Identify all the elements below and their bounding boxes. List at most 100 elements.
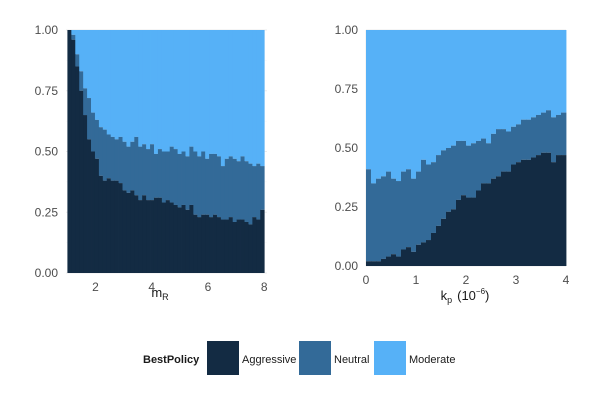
bar-moderate <box>436 30 442 156</box>
bar-moderate <box>87 30 92 99</box>
bar-neutral <box>216 156 222 218</box>
bar-neutral <box>197 156 202 218</box>
panel-left: 0.00 0.25 0.50 0.75 1.00 2 4 6 8 mR <box>35 23 268 302</box>
bar-neutral <box>541 112 547 153</box>
bar-neutral <box>220 166 226 220</box>
bar-aggressive <box>213 214 218 273</box>
bar-neutral <box>561 112 567 156</box>
bar-neutral <box>446 148 452 212</box>
bar-aggressive <box>146 200 151 273</box>
bar-moderate <box>381 30 387 177</box>
bar-neutral <box>556 114 562 156</box>
bar-moderate <box>236 30 241 162</box>
x-tick-label: 2 <box>92 280 99 294</box>
bar-moderate <box>476 30 482 141</box>
bar-neutral <box>134 136 139 196</box>
bar-neutral <box>75 54 80 67</box>
bar-moderate <box>471 30 477 144</box>
bar-aggressive <box>491 178 497 266</box>
bar-moderate <box>224 30 230 159</box>
bar-neutral <box>138 146 143 201</box>
bar-aggressive <box>391 254 397 266</box>
bar-aggressive <box>556 155 562 266</box>
bar-neutral <box>106 134 112 179</box>
bar-aggressive <box>165 200 171 273</box>
bar-moderate <box>102 30 108 130</box>
bar-neutral <box>546 110 552 153</box>
bar-moderate <box>98 30 104 128</box>
bar-moderate <box>401 30 407 172</box>
bar-aggressive <box>471 197 477 266</box>
x-tick-label: 4 <box>563 273 570 287</box>
bar-neutral <box>551 117 557 163</box>
panel-left-y-ticks: 0.00 0.25 0.50 0.75 1.00 <box>35 23 59 280</box>
y-tick-label: 0.00 <box>335 259 359 273</box>
bar-moderate <box>496 30 502 130</box>
bar-moderate <box>248 30 253 164</box>
bar-moderate <box>83 30 88 89</box>
bar-neutral <box>232 158 238 222</box>
panel-left-x-axis-title: mR <box>151 285 169 302</box>
bar-moderate <box>177 30 182 154</box>
bar-neutral <box>87 98 92 140</box>
bar-aggressive <box>157 197 163 273</box>
x-axis-title-sub: p <box>447 295 452 305</box>
bar-aggressive <box>102 180 108 273</box>
bar-moderate <box>193 30 198 152</box>
x-tick-label: 2 <box>463 273 470 287</box>
bar-neutral <box>466 145 472 198</box>
legend-key-moderate <box>374 341 406 375</box>
bar-neutral <box>521 119 527 160</box>
bar-moderate <box>173 30 179 150</box>
bar-moderate <box>118 30 123 137</box>
bar-moderate <box>531 30 537 118</box>
bar-aggressive <box>110 180 116 273</box>
bar-moderate <box>366 30 372 170</box>
bar-neutral <box>526 119 532 160</box>
panel-right-y-ticks: 0.00 0.25 0.50 0.75 1.00 <box>335 23 359 273</box>
bar-aggressive <box>142 195 147 273</box>
bar-neutral <box>236 161 241 220</box>
bar-aggressive <box>406 247 412 266</box>
bar-aggressive <box>209 217 214 273</box>
bar-neutral <box>511 126 517 165</box>
bar-aggressive <box>511 164 517 266</box>
bar-aggressive <box>169 202 175 273</box>
bar-moderate <box>122 30 127 142</box>
bar-aggressive <box>126 192 131 273</box>
bar-neutral <box>436 155 442 226</box>
bar-neutral <box>209 153 214 218</box>
bar-moderate <box>114 30 119 140</box>
bar-moderate <box>441 30 447 151</box>
legend: BestPolicy Aggressive Neutral Moderate <box>143 341 455 375</box>
bar-neutral <box>461 140 467 196</box>
bar-neutral <box>201 151 206 215</box>
bar-neutral <box>506 131 512 172</box>
bar-aggressive <box>201 214 206 273</box>
bar-neutral <box>126 146 131 193</box>
bar-neutral <box>181 151 186 205</box>
y-tick-label: 0.25 <box>335 200 359 214</box>
bar-moderate <box>142 30 147 145</box>
bar-moderate <box>157 30 163 150</box>
bar-aggressive <box>521 159 527 266</box>
bar-moderate <box>205 30 210 159</box>
panel-right-bars <box>366 30 567 266</box>
bar-aggressive <box>551 162 557 266</box>
bar-moderate <box>213 30 218 154</box>
bar-aggressive <box>451 209 457 266</box>
bar-neutral <box>150 144 155 201</box>
bar-neutral <box>471 143 477 198</box>
bar-moderate <box>110 30 116 137</box>
x-tick-label: 1 <box>413 273 420 287</box>
bar-neutral <box>371 183 377 262</box>
bar-moderate <box>94 30 100 120</box>
bar-aggressive <box>244 221 249 273</box>
x-tick-label: 0 <box>363 273 370 287</box>
bar-aggressive <box>153 197 159 273</box>
y-tick-label: 0.00 <box>35 266 59 280</box>
bar-neutral <box>205 158 210 215</box>
bar-moderate <box>146 30 151 150</box>
bar-aggressive <box>232 221 238 273</box>
bar-aggressive <box>106 178 112 273</box>
